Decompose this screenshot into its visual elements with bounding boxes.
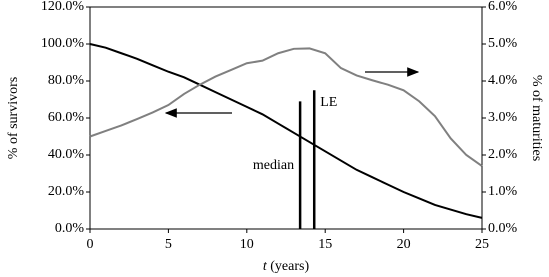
x-tick-label: 10 [240, 237, 254, 252]
series-line [89, 43, 483, 219]
y-tick-label: 60.0% [48, 110, 85, 125]
x-tick-label: 20 [397, 237, 411, 252]
y2-tick-label: 5.0% [488, 36, 518, 51]
y-tick-label: 20.0% [48, 184, 85, 199]
y-tick-label: 0.0% [55, 221, 85, 236]
x-tick-label: 5 [165, 237, 172, 252]
x-axis-var: t [263, 259, 268, 274]
series-line [89, 47, 483, 167]
y2-tick-label: 3.0% [488, 110, 518, 125]
y2-tick-label: 4.0% [488, 73, 518, 88]
x-axis-label: t (years) [263, 259, 310, 274]
y-tick-label: 100.0% [41, 36, 85, 51]
plot-frame [89, 6, 483, 230]
y-tick-label: 80.0% [48, 73, 85, 88]
y2-tick-label: 2.0% [488, 147, 518, 162]
y-tick-label: 40.0% [48, 147, 85, 162]
x-axis-unit: (years) [270, 259, 309, 274]
marker-label: median [253, 158, 294, 173]
y2-tick-label: 6.0% [488, 0, 518, 14]
y2-tick-label: 0.0% [488, 221, 518, 236]
x-tick-label: 15 [318, 237, 332, 252]
x-tick-label: 0 [87, 237, 94, 252]
y2-tick-label: 1.0% [488, 184, 518, 199]
x-tick-label: 25 [475, 237, 489, 252]
y-axis-label: % of survivors [6, 77, 21, 159]
y2-axis-label: % of maturities [529, 75, 544, 161]
marker-label: LE [320, 95, 337, 110]
y-tick-label: 120.0% [41, 0, 85, 14]
